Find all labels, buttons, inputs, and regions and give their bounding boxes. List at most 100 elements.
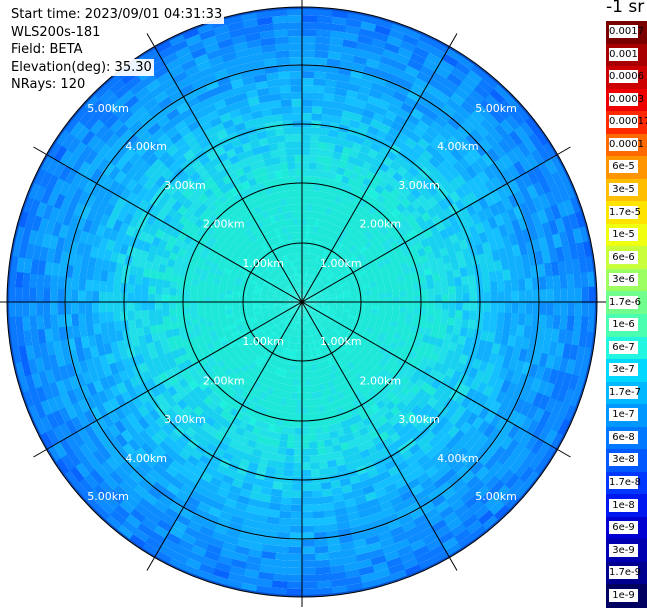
data-cell <box>232 298 239 302</box>
data-cell <box>455 285 463 294</box>
data-cell <box>36 315 44 330</box>
data-cell <box>512 302 519 314</box>
data-cell <box>309 169 317 177</box>
data-cell <box>287 162 295 170</box>
data-cell <box>315 560 330 568</box>
data-cell <box>36 301 43 316</box>
data-cell <box>106 281 114 292</box>
data-cell <box>546 276 554 290</box>
data-cell <box>286 575 302 582</box>
data-cell <box>582 287 589 303</box>
data-cell <box>106 311 114 322</box>
data-cell <box>22 272 30 288</box>
data-cell <box>176 295 183 302</box>
data-cell <box>99 301 106 312</box>
data-cell <box>232 305 239 309</box>
data-cell <box>169 301 176 308</box>
data-cell <box>292 211 297 218</box>
data-cell <box>127 292 134 302</box>
data-cell <box>78 312 86 325</box>
data-cell <box>211 297 218 302</box>
data-cell <box>321 489 333 497</box>
data-cell <box>113 311 121 322</box>
data-cell <box>85 301 92 313</box>
data-cell <box>470 293 477 303</box>
data-cell <box>309 448 318 456</box>
data-cell <box>289 519 302 526</box>
data-cell <box>218 306 225 311</box>
data-cell <box>286 148 295 156</box>
data-cell <box>314 546 328 554</box>
data-cell <box>289 57 303 64</box>
data-cell <box>190 296 197 302</box>
data-cell <box>290 505 302 512</box>
data-cell <box>462 310 470 320</box>
data-cell <box>302 148 311 155</box>
data-cell <box>420 289 428 296</box>
data-cell <box>289 526 302 533</box>
data-cell <box>463 293 470 302</box>
data-cell <box>295 162 303 169</box>
data-cell <box>272 573 288 581</box>
data-cell <box>414 296 421 303</box>
data-cell <box>295 232 299 239</box>
data-cell <box>309 441 318 449</box>
data-cell <box>301 421 308 428</box>
data-cell <box>315 50 330 58</box>
data-cell <box>287 554 302 561</box>
data-cell <box>470 302 477 312</box>
data-cell <box>273 22 289 30</box>
data-cell <box>292 113 303 120</box>
data-cell <box>280 497 292 505</box>
data-cell <box>553 315 561 330</box>
data-cell <box>575 287 582 303</box>
data-cell <box>498 302 505 313</box>
data-cell <box>293 463 302 470</box>
data-cell <box>291 491 302 498</box>
data-cell <box>272 482 283 490</box>
data-cell <box>312 106 323 114</box>
data-cell <box>134 284 142 294</box>
data-cell <box>15 286 22 302</box>
data-cell <box>315 426 323 434</box>
data-cell <box>204 306 211 312</box>
data-cell <box>176 301 183 308</box>
data-cell <box>483 282 491 293</box>
data-cell <box>311 497 323 505</box>
data-cell <box>512 291 519 303</box>
data-cell <box>575 302 582 318</box>
data-cell <box>314 57 328 65</box>
data-cell <box>310 141 319 149</box>
data-cell <box>582 302 589 318</box>
data-cell <box>127 301 134 311</box>
data-cell <box>322 107 334 115</box>
data-cell <box>526 302 533 315</box>
data-cell <box>155 294 162 302</box>
data-cell <box>311 483 322 491</box>
data-cell <box>305 372 310 379</box>
data-cell <box>29 315 37 331</box>
data-cell <box>279 85 292 93</box>
data-cell <box>294 225 299 232</box>
data-cell <box>435 295 442 303</box>
data-cell <box>155 301 162 309</box>
data-cell <box>127 283 135 293</box>
data-cell <box>162 287 170 295</box>
data-cell <box>275 539 289 547</box>
data-cell <box>309 155 318 163</box>
data-cell <box>85 312 93 325</box>
data-cell <box>301 491 312 498</box>
data-cell <box>519 290 526 303</box>
data-cell <box>107 271 115 283</box>
data-cell <box>320 482 331 490</box>
data-cell <box>218 297 225 302</box>
data-cell <box>22 315 30 331</box>
data-cell <box>36 287 43 302</box>
data-cell <box>22 301 29 317</box>
data-cell <box>176 308 184 315</box>
data-cell <box>284 134 294 142</box>
data-cell <box>315 567 331 575</box>
data-cell <box>435 302 442 310</box>
data-cell <box>275 128 285 136</box>
data-cell <box>302 190 308 197</box>
